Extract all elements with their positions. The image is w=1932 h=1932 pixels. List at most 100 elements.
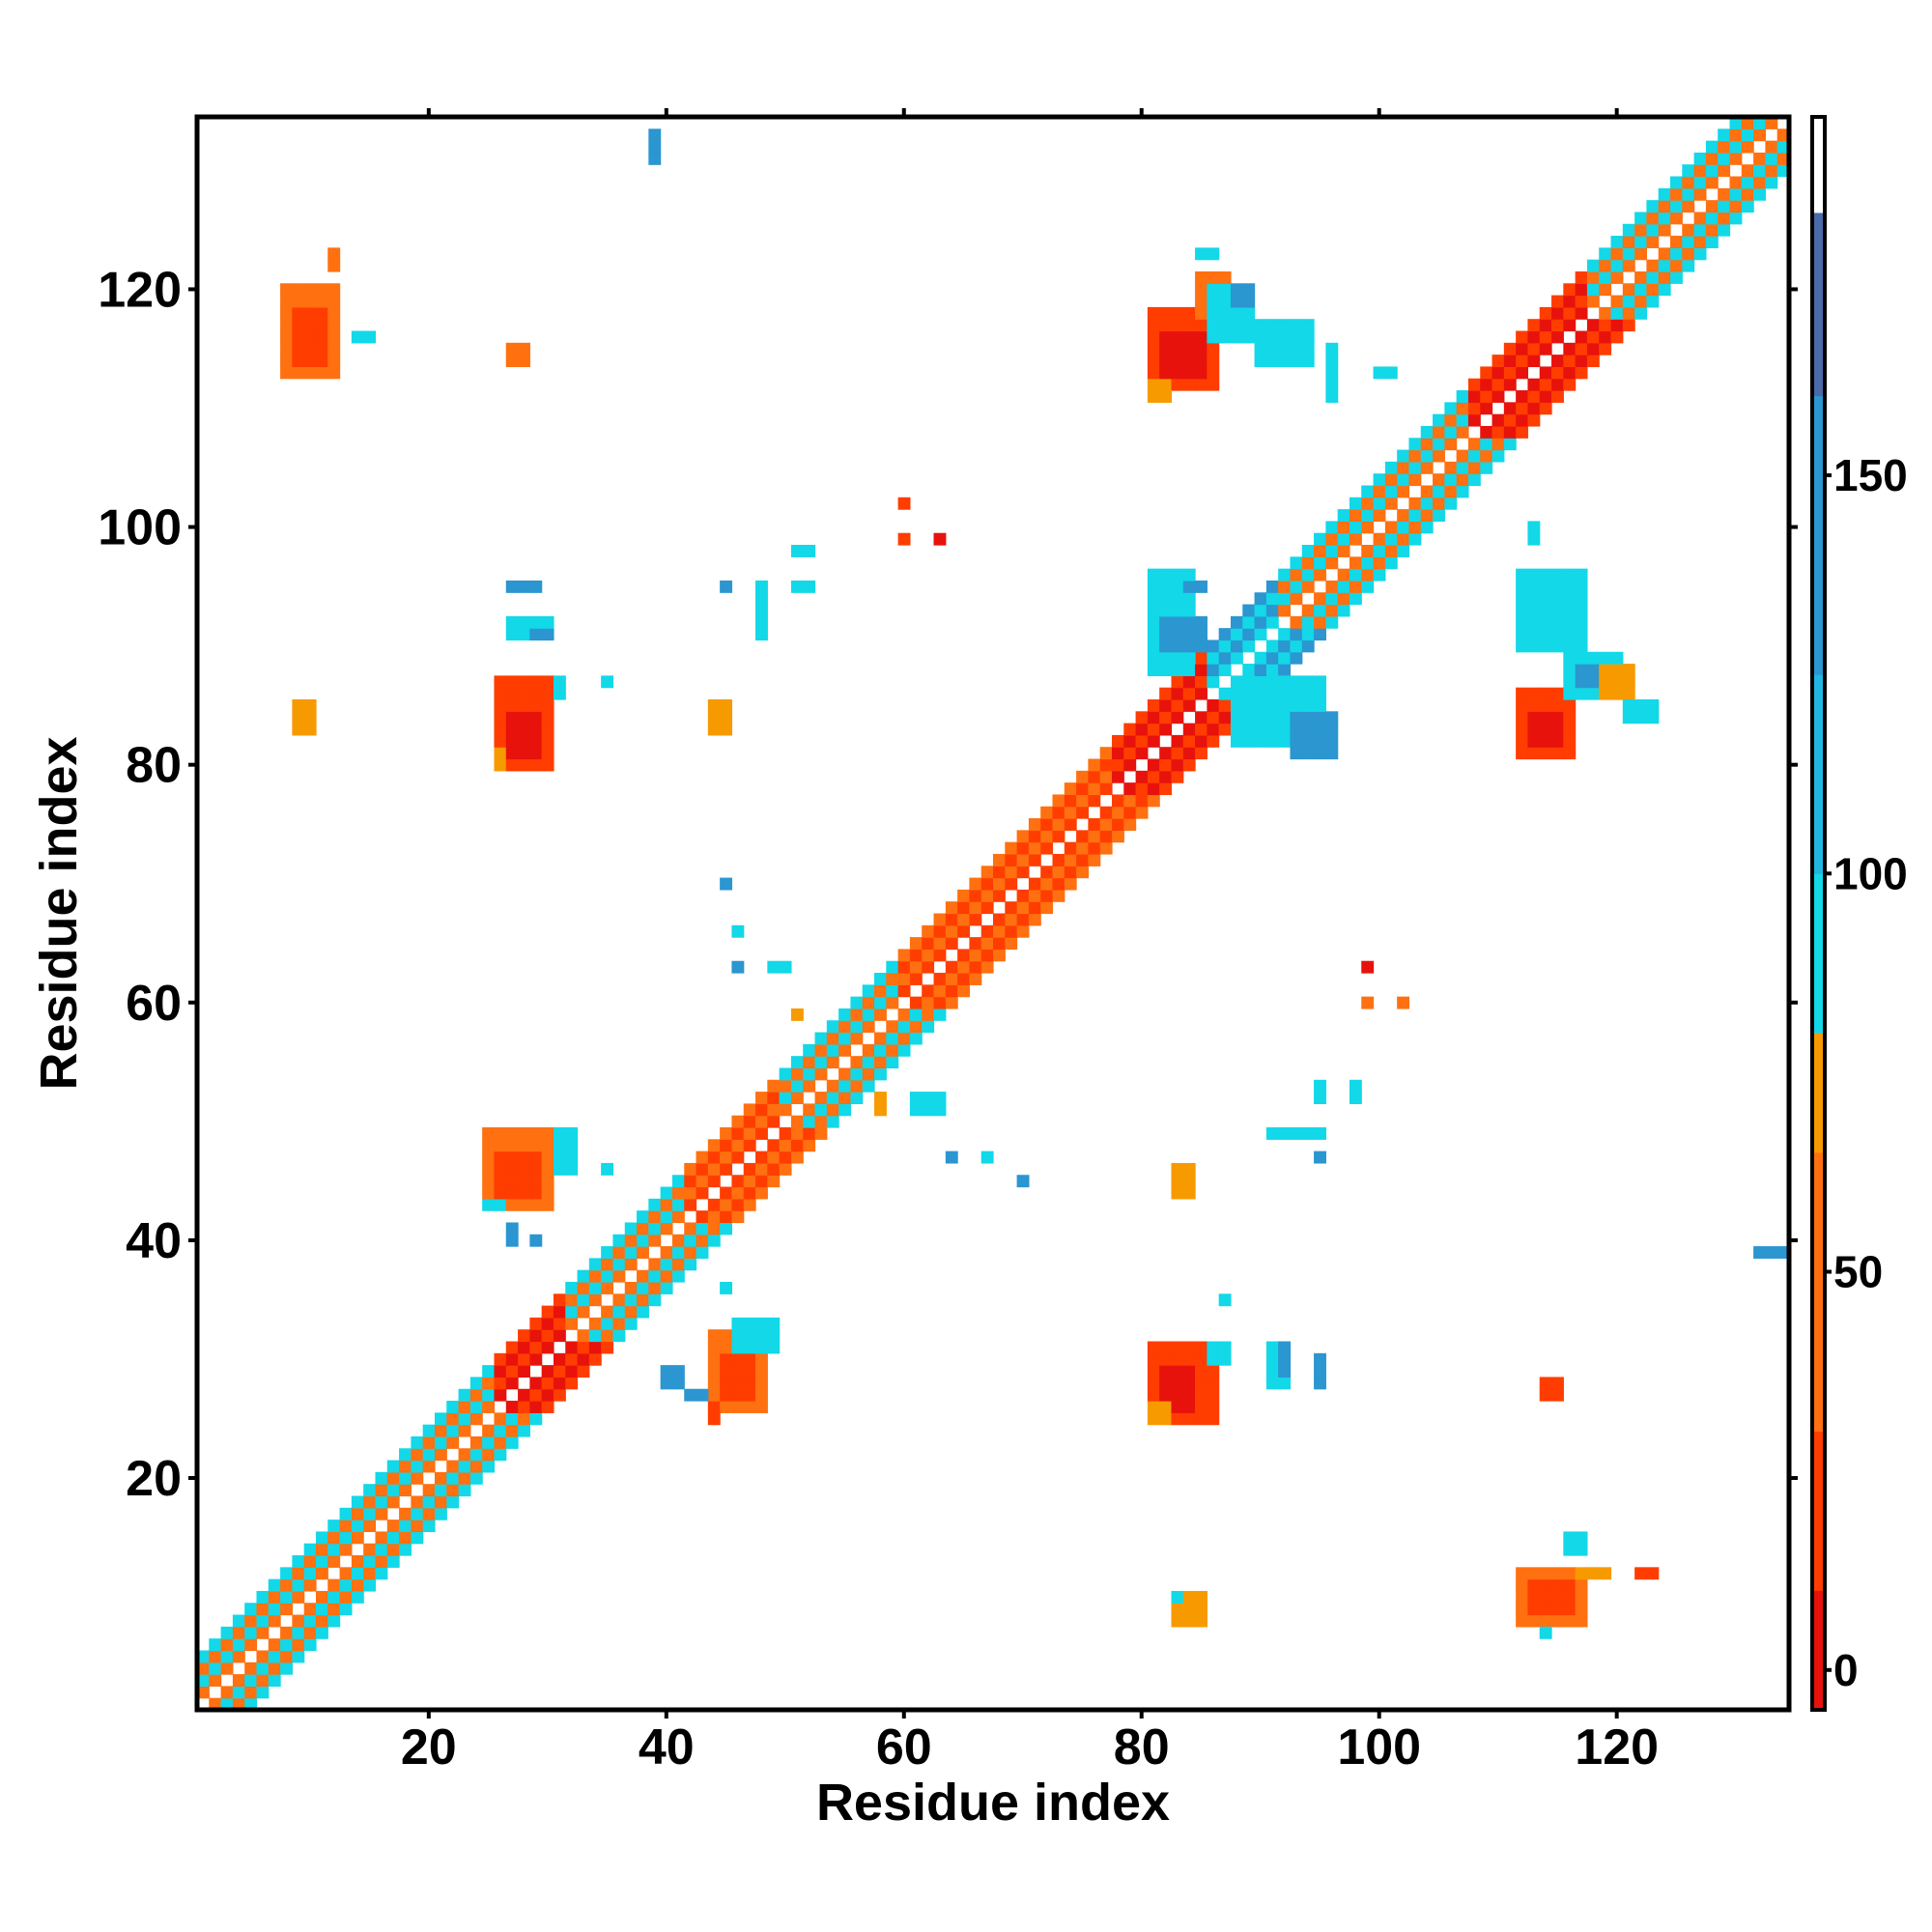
heatmap-cell [909, 1008, 923, 1021]
heatmap-cell [743, 1175, 756, 1188]
heatmap-cell [494, 675, 507, 689]
heatmap-cell [909, 1092, 923, 1104]
heatmap-cell [874, 1056, 887, 1069]
heatmap-cell [529, 711, 543, 724]
heatmap-cell [779, 1151, 792, 1164]
heatmap-cell [1278, 698, 1292, 712]
heatmap-cell [1575, 580, 1588, 593]
heatmap-cell [1159, 628, 1173, 641]
heatmap-cell [565, 1317, 579, 1330]
heatmap-cell [1539, 1603, 1552, 1616]
heatmap-cell [1349, 497, 1362, 510]
heatmap-cell [363, 1543, 377, 1556]
heatmap-cell [1539, 568, 1552, 582]
heatmap-cell [1539, 342, 1552, 355]
heatmap-cell [1729, 176, 1743, 189]
heatmap-cell [1052, 877, 1065, 891]
heatmap-cell [1159, 390, 1173, 403]
heatmap-cell [256, 1686, 270, 1699]
heatmap-cell [256, 1650, 270, 1663]
heatmap-cell [1265, 342, 1279, 355]
colorbar-tick-label: 150 [1833, 450, 1908, 500]
heatmap-cell [1349, 568, 1362, 582]
heatmap-cell [1670, 270, 1683, 284]
heatmap-cell [565, 1352, 579, 1366]
heatmap-cell [862, 984, 875, 998]
heatmap-cell [1408, 497, 1422, 510]
heatmap-cell [1575, 1567, 1588, 1580]
heatmap-cell [1301, 545, 1315, 557]
heatmap-cell [1171, 330, 1184, 344]
heatmap-cell [720, 1127, 733, 1140]
heatmap-cell [1301, 1127, 1315, 1140]
heatmap-cell [1064, 866, 1077, 879]
heatmap-cell [803, 1067, 816, 1081]
heatmap-cell [850, 1067, 864, 1081]
heatmap-cell [1397, 996, 1410, 1009]
heatmap-cell [1539, 615, 1552, 629]
heatmap-cell [1182, 592, 1196, 606]
heatmap-cell [862, 1056, 875, 1069]
heatmap-cell [637, 1210, 649, 1224]
heatmap-cell [874, 1032, 887, 1045]
heatmap-cell [637, 1293, 649, 1307]
heatmap-cell [315, 1543, 328, 1556]
heatmap-cell [850, 1020, 864, 1034]
heatmap-cell [1088, 770, 1101, 783]
heatmap-cell [1658, 270, 1671, 284]
heatmap-cell [1384, 461, 1398, 474]
heatmap-cell [1539, 390, 1552, 403]
heatmap-cell [1088, 853, 1101, 867]
heatmap-cell [1195, 1388, 1208, 1402]
heatmap-cell [671, 1365, 685, 1378]
heatmap-cell [303, 1555, 317, 1568]
heatmap-cell [1693, 212, 1707, 225]
heatmap-cell [862, 996, 875, 1009]
heatmap-cell [315, 1590, 328, 1604]
heatmap-cell [648, 152, 662, 165]
heatmap-cell [601, 1269, 614, 1283]
heatmap-cell [1433, 413, 1445, 427]
heatmap-cell [648, 1234, 662, 1247]
heatmap-cell [1290, 651, 1303, 665]
heatmap-cell [327, 330, 341, 344]
heatmap-cell [1278, 580, 1292, 593]
heatmap-cell [1290, 580, 1303, 593]
heatmap-cell [292, 723, 305, 736]
heatmap-cell [922, 960, 935, 974]
heatmap-cell [779, 960, 792, 974]
heatmap-cell [434, 1471, 447, 1485]
heatmap-cell [518, 1175, 530, 1188]
heatmap-cell [209, 1662, 222, 1675]
heatmap-cell [1420, 438, 1434, 451]
heatmap-cell [1159, 651, 1173, 665]
heatmap-cell [1230, 698, 1243, 712]
heatmap-cell [909, 949, 923, 962]
heatmap-cell [826, 1103, 839, 1117]
heatmap-cell [1123, 818, 1137, 831]
heatmap-cell [707, 1412, 721, 1426]
heatmap-cell [1265, 319, 1279, 332]
heatmap-cell [1599, 651, 1612, 665]
heatmap-cell [684, 1388, 697, 1402]
heatmap-cell [1658, 223, 1671, 237]
x-axis-ticks: 20 40 60 80 100 120 [401, 108, 1659, 1776]
heatmap-cell [1064, 794, 1077, 808]
heatmap-cell [1658, 187, 1671, 201]
heatmap-cell [707, 723, 721, 736]
heatmap-cell [386, 1495, 400, 1509]
heatmap-cell [1207, 247, 1220, 261]
heatmap-cell [1290, 556, 1303, 570]
heatmap-cell [197, 1674, 210, 1687]
heatmap-cell [1467, 390, 1481, 403]
heatmap-cell [1563, 628, 1577, 641]
heatmap-cell [1480, 449, 1493, 463]
heatmap-cell [755, 1329, 768, 1343]
heatmap-cell [292, 1614, 305, 1628]
heatmap-cell [1551, 319, 1564, 332]
heatmap-cell [1195, 747, 1208, 760]
heatmap-cell [256, 1603, 270, 1616]
heatmap-cell [1230, 319, 1243, 332]
heatmap-cell [1301, 568, 1315, 582]
heatmap-cell [731, 960, 745, 974]
